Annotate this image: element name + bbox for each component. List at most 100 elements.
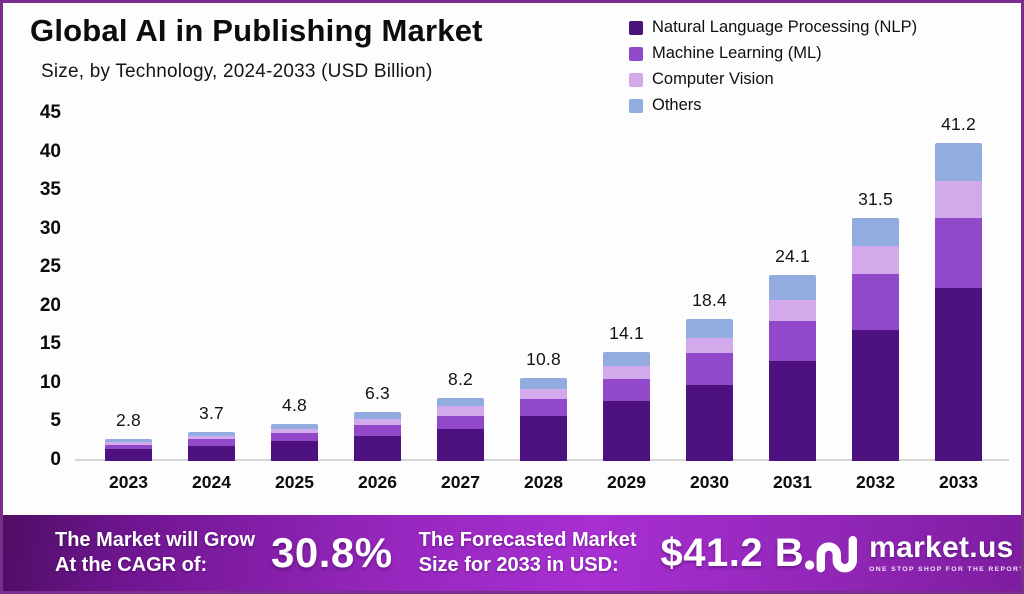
bar-total-label-2031: 24.1 <box>775 246 810 267</box>
legend-item-nlp: Natural Language Processing (NLP) <box>629 18 917 37</box>
x-tick-2031: 2031 <box>773 472 812 492</box>
bar-total-label-2033: 41.2 <box>941 114 976 135</box>
stacked-bar-2028 <box>520 377 567 461</box>
y-tick-10: 10 <box>39 371 61 393</box>
x-tick-2030: 2030 <box>690 472 729 492</box>
x-tick-2028: 2028 <box>524 472 563 492</box>
bar-column-2033: 41.2 2033 <box>917 3 1000 520</box>
bar-segment-nlp-2024 <box>188 445 235 461</box>
legend-label-cv: Computer Vision <box>652 70 774 88</box>
forecast-value: $41.2 B <box>660 530 805 575</box>
legend-swatch-cv <box>629 72 643 87</box>
bar-column-2028: 10.8 2028 <box>502 3 585 520</box>
page-title: Global AI in Publishing Market <box>30 13 483 48</box>
legend-item-others: Others <box>629 96 917 115</box>
chart-area: 0 5 10 15 20 25 30 35 40 45 2.8 2023 3.7 2024 4.8 2025 6… <box>3 3 1021 520</box>
legend-label-others: Others <box>652 96 702 114</box>
y-tick-5: 5 <box>50 410 61 432</box>
bar-segment-others-2024 <box>188 432 235 436</box>
y-tick-30: 30 <box>39 217 61 239</box>
legend-item-cv: Computer Vision <box>629 70 917 89</box>
legend-label-ml: Machine Learning (ML) <box>652 44 822 62</box>
bar-segment-others-2032 <box>852 218 899 246</box>
bar-total-label-2029: 14.1 <box>609 323 644 344</box>
bar-column-2029: 14.1 2029 <box>585 3 668 520</box>
legend-swatch-ml <box>629 46 643 61</box>
brand-tagline: ONE STOP SHOP FOR THE REPORTS <box>869 566 1024 573</box>
bar-segment-cv-2025 <box>271 428 318 434</box>
bar-segment-ml-2033 <box>935 218 982 288</box>
bar-segment-ml-2024 <box>188 439 235 446</box>
bar-segment-others-2027 <box>437 397 484 407</box>
bar-segment-cv-2024 <box>188 435 235 440</box>
bar-column-2026: 6.3 2026 <box>336 3 419 520</box>
bar-segment-nlp-2027 <box>437 428 484 461</box>
x-tick-2023: 2023 <box>109 472 148 492</box>
bar-segment-cv-2026 <box>354 418 401 425</box>
bar-segment-ml-2027 <box>437 415 484 429</box>
bar-segment-cv-2031 <box>769 299 816 321</box>
x-tick-2032: 2032 <box>856 472 895 492</box>
x-tick-2026: 2026 <box>358 472 397 492</box>
x-tick-2024: 2024 <box>192 472 231 492</box>
y-tick-15: 15 <box>39 333 61 355</box>
bar-total-label-2023: 2.8 <box>116 410 141 431</box>
y-tick-35: 35 <box>39 179 61 201</box>
bar-segment-nlp-2029 <box>603 400 650 461</box>
bar-total-label-2032: 31.5 <box>858 189 893 210</box>
stacked-bar-2029 <box>603 352 650 461</box>
bar-total-label-2028: 10.8 <box>526 348 561 369</box>
forecast-label-line2: Size for 2033 in USD: <box>418 554 619 576</box>
bar-segment-nlp-2028 <box>520 416 567 461</box>
bar-segment-ml-2023 <box>105 444 152 450</box>
bar-segment-ml-2030 <box>686 353 733 385</box>
y-tick-25: 25 <box>39 256 61 278</box>
bar-segment-ml-2025 <box>271 433 318 441</box>
brand-logo: market.us ONE STOP SHOP FOR THE REPORTS <box>804 531 1024 575</box>
x-tick-2025: 2025 <box>275 472 314 492</box>
bar-segment-nlp-2033 <box>935 287 982 461</box>
legend-item-ml: Machine Learning (ML) <box>629 44 917 63</box>
bar-segment-others-2033 <box>935 143 982 182</box>
bar-segment-others-2028 <box>520 377 567 389</box>
stacked-bar-2033 <box>935 143 982 461</box>
bar-segment-nlp-2032 <box>852 329 899 461</box>
bar-total-label-2030: 18.4 <box>692 290 727 311</box>
bar-column-2027: 8.2 2027 <box>419 3 502 520</box>
bar-segment-others-2029 <box>603 352 650 367</box>
bar-segment-cv-2027 <box>437 406 484 416</box>
bar-segment-others-2030 <box>686 319 733 339</box>
cagr-label-line1: The Market will Grow <box>55 529 256 551</box>
bar-segment-ml-2028 <box>520 398 567 417</box>
x-tick-2029: 2029 <box>607 472 646 492</box>
forecast-label-line1: The Forecasted Market <box>418 529 637 551</box>
legend-label-nlp: Natural Language Processing (NLP) <box>652 18 918 36</box>
stacked-bar-2026 <box>354 412 401 461</box>
market-us-logo-icon <box>805 536 858 573</box>
bar-total-label-2025: 4.8 <box>282 395 307 415</box>
bar-column-2032: 31.5 2032 <box>834 3 917 520</box>
bar-segment-others-2031 <box>769 275 816 300</box>
bar-segment-nlp-2023 <box>105 449 152 461</box>
bar-total-label-2026: 6.3 <box>365 383 390 404</box>
bar-column-2025: 4.8 2025 <box>253 3 336 520</box>
stacked-bar-2030 <box>686 319 733 461</box>
stacked-bar-2024 <box>188 432 235 461</box>
y-tick-40: 40 <box>39 140 61 162</box>
bar-segment-others-2026 <box>354 412 401 419</box>
legend-swatch-nlp <box>629 20 643 35</box>
bar-segment-nlp-2030 <box>686 384 733 461</box>
bar-segment-ml-2032 <box>852 274 899 330</box>
x-tick-2033: 2033 <box>939 472 978 492</box>
bar-segment-others-2025 <box>271 424 318 429</box>
brand-text: market.us ONE STOP SHOP FOR THE REPORTS <box>869 533 1024 574</box>
stacked-bar-2032 <box>852 218 899 461</box>
bar-segment-ml-2029 <box>603 378 650 401</box>
bar-segment-ml-2026 <box>354 424 401 436</box>
bar-total-label-2027: 8.2 <box>448 368 473 389</box>
y-tick-0: 0 <box>50 449 61 470</box>
x-tick-2027: 2027 <box>441 472 480 492</box>
stacked-bar-2031 <box>769 275 816 461</box>
legend-swatch-others <box>629 98 643 113</box>
